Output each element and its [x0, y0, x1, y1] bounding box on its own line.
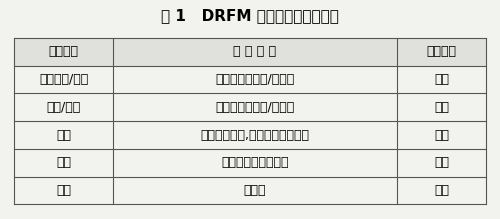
Text: 到达角: 到达角	[244, 184, 266, 197]
Text: 干 扰 途 径: 干 扰 途 径	[234, 46, 276, 58]
Text: 受干扰量: 受干扰量	[426, 46, 456, 58]
Text: 速度波门的拖引/假目标: 速度波门的拖引/假目标	[216, 101, 294, 114]
Text: 顺序天线扫描,自动增益控制效应: 顺序天线扫描,自动增益控制效应	[200, 129, 310, 141]
Text: 调制变量: 调制变量	[48, 46, 78, 58]
Text: 极化: 极化	[56, 156, 71, 169]
Text: 距离波门的拖引/假目标: 距离波门的拖引/假目标	[216, 73, 294, 86]
Text: 速度: 速度	[434, 101, 449, 114]
Text: 距离: 距离	[434, 73, 449, 86]
Text: 角度: 角度	[434, 129, 449, 141]
Text: 雷达天线的交叉极化: 雷达天线的交叉极化	[221, 156, 288, 169]
Text: 幅度: 幅度	[56, 129, 71, 141]
Text: 多源: 多源	[56, 184, 71, 197]
Text: 表 1   DRFM 产生的信号调制干扰: 表 1 DRFM 产生的信号调制干扰	[161, 8, 339, 23]
Text: 频率/相位: 频率/相位	[46, 101, 80, 114]
Text: 角度: 角度	[434, 184, 449, 197]
Text: 时间滞后/超前: 时间滞后/超前	[39, 73, 88, 86]
Bar	[14, 38, 486, 66]
Text: 角度: 角度	[434, 156, 449, 169]
